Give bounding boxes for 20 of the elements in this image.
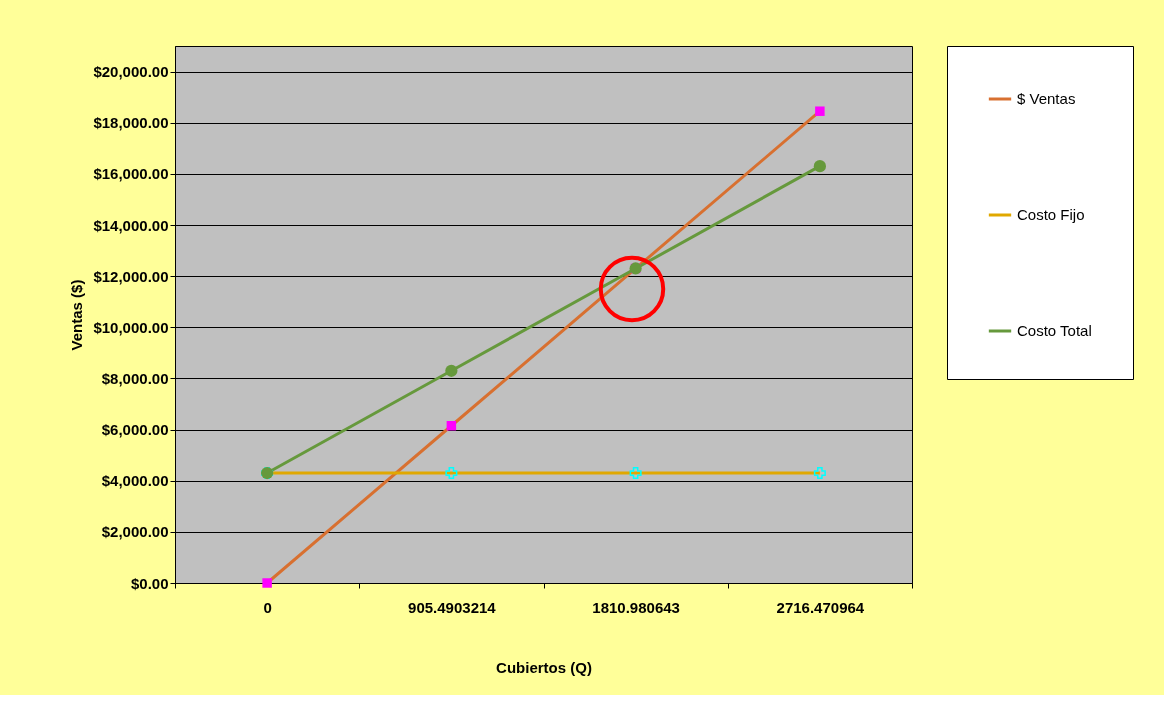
y-tick-label: $0.00 xyxy=(130,574,169,592)
legend-label: $ Ventas xyxy=(1017,90,1076,107)
y-tick-label: $20,000.00 xyxy=(93,63,169,81)
y-axis-title: Ventas ($) xyxy=(68,279,86,351)
x-tick-label: 0 xyxy=(263,598,272,616)
y-tick-label: $14,000.00 xyxy=(93,216,169,234)
y-tick-label: $12,000.00 xyxy=(93,267,169,285)
legend-label: Costo Total xyxy=(1017,322,1092,339)
x-axis-title: Cubiertos (Q) xyxy=(496,658,592,676)
y-tick-label: $2,000.00 xyxy=(101,523,169,541)
y-tick-label: $6,000.00 xyxy=(101,421,169,439)
x-tick-label: 905.4903214 xyxy=(408,598,497,616)
x-tick-label: 2716.470964 xyxy=(776,598,865,616)
y-tick-label: $16,000.00 xyxy=(93,165,169,183)
legend-label: Costo Fijo xyxy=(1017,206,1085,223)
x-tick-label: 1810.980643 xyxy=(592,598,680,616)
y-tick-label: $4,000.00 xyxy=(101,472,169,490)
y-tick-label: $10,000.00 xyxy=(93,318,169,336)
y-tick-label: $18,000.00 xyxy=(93,114,169,132)
y-tick-label: $8,000.00 xyxy=(101,369,169,387)
